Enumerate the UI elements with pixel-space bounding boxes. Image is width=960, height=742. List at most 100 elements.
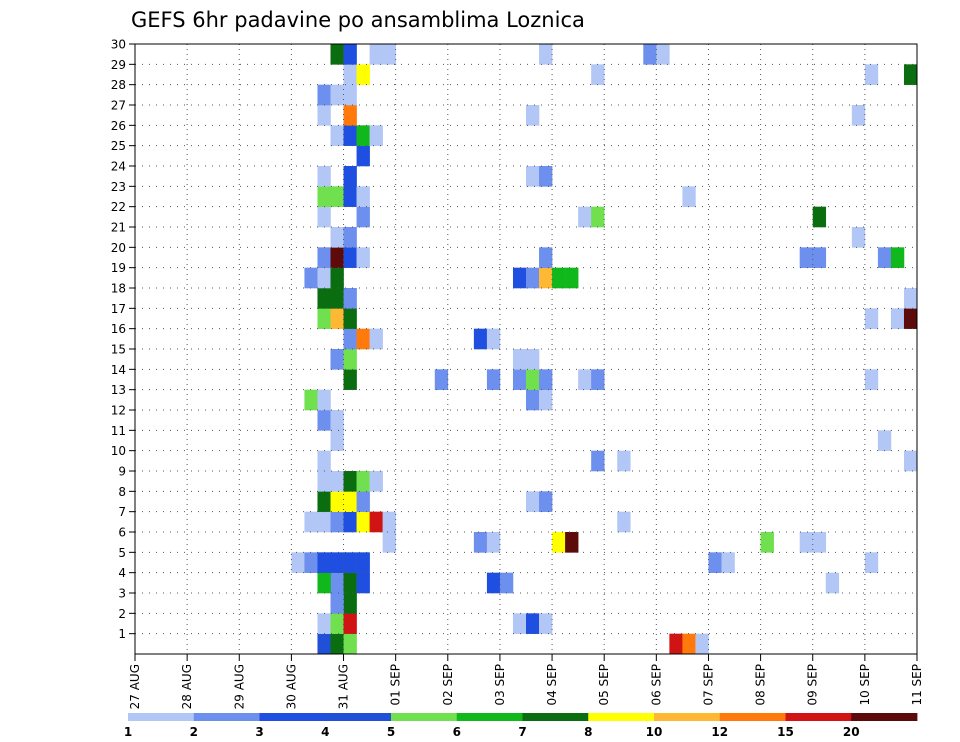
x-tick-label: 27 AUG — [128, 664, 142, 709]
precip-cell — [304, 267, 318, 289]
precip-cell — [382, 511, 396, 533]
y-tick-label: 6 — [118, 526, 126, 540]
y-tick-label: 1 — [118, 627, 126, 641]
precip-cell — [512, 267, 527, 289]
precip-cell — [526, 491, 540, 512]
precip-cell — [330, 186, 344, 207]
precip-cell — [539, 613, 553, 634]
colorbar-label: 15 — [777, 725, 794, 739]
x-tick-label: 28 AUG — [180, 664, 194, 709]
precip-cell — [343, 593, 357, 614]
precip-cell — [903, 64, 918, 85]
precip-cell — [591, 369, 605, 390]
precip-cell — [317, 186, 331, 207]
precip-cell — [343, 471, 357, 492]
precip-cell — [317, 105, 331, 126]
precip-cell — [539, 389, 553, 411]
precip-cell — [369, 511, 383, 533]
precip-cell — [317, 572, 331, 594]
x-tick-label: 06 SEP — [649, 664, 663, 706]
x-tick-label: 10 SEP — [858, 664, 872, 706]
precip-cell — [526, 267, 540, 289]
y-tick-label: 22 — [111, 200, 126, 214]
precip-cell — [864, 308, 879, 329]
precip-cell — [343, 247, 357, 268]
precip-cell — [330, 613, 344, 634]
precip-cell — [526, 349, 540, 370]
precip-cell — [617, 450, 631, 472]
colorbar: 1 2 3 4 5 6 7 8 10 12 15 20 — [124, 713, 918, 739]
precip-cell — [343, 613, 357, 634]
precip-cell — [617, 511, 631, 533]
y-axis: 1234567891011121314151617181920212223242… — [111, 38, 135, 641]
x-axis: 27 AUG 28 AUG 29 AUG 30 AUG 31 AUG 01 SEP 02 S… — [128, 654, 924, 709]
precip-cell — [330, 491, 344, 512]
precip-cell — [317, 166, 331, 187]
precip-cell — [486, 572, 501, 594]
precip-cell — [356, 511, 370, 533]
precip-cells — [291, 44, 918, 655]
colorbar-segment — [259, 713, 326, 721]
colorbar-label: 12 — [711, 725, 728, 739]
precip-cell — [473, 328, 488, 350]
colorbar-label: 1 — [124, 725, 132, 739]
precip-cell — [799, 532, 814, 553]
precip-cell — [539, 44, 553, 65]
precip-cell — [343, 633, 357, 655]
y-tick-label: 29 — [111, 58, 126, 72]
precip-cell — [825, 572, 840, 594]
precip-cell — [565, 532, 579, 553]
precip-cell — [591, 450, 605, 472]
y-tick-label: 3 — [118, 587, 126, 601]
precip-cell — [799, 247, 814, 268]
precip-cell — [317, 84, 331, 106]
precip-cell — [343, 511, 357, 533]
precip-cell — [695, 633, 709, 655]
y-tick-label: 15 — [111, 343, 126, 357]
precip-cell — [317, 450, 331, 472]
precip-cell — [526, 105, 540, 126]
precip-cell — [356, 206, 370, 228]
colorbar-segment — [851, 713, 918, 721]
precip-cell — [291, 552, 305, 573]
precip-cell — [330, 125, 344, 146]
precip-cell — [317, 511, 331, 533]
precip-cell — [643, 44, 657, 65]
x-tick-label: 11 SEP — [910, 664, 924, 706]
precip-cell — [760, 532, 774, 553]
precip-cell — [539, 166, 553, 187]
precip-cell — [330, 308, 344, 329]
precip-cell — [343, 491, 357, 512]
precip-cell — [330, 288, 344, 309]
x-tick-label: 09 SEP — [806, 664, 820, 706]
precip-cell — [343, 84, 357, 106]
colorbar-segment — [193, 713, 260, 721]
x-tick-label: 30 AUG — [284, 664, 298, 709]
precip-cell — [526, 166, 540, 187]
precip-cell — [343, 186, 357, 207]
precip-cell — [343, 328, 357, 350]
precip-cell — [512, 613, 527, 634]
precip-cell — [526, 369, 540, 390]
precip-cell — [343, 227, 357, 248]
precip-cell — [330, 267, 344, 289]
y-tick-label: 25 — [111, 139, 126, 153]
precip-cell — [330, 633, 344, 655]
colorbar-label: 3 — [255, 725, 263, 739]
precip-cell — [304, 389, 318, 411]
colorbar-label: 20 — [843, 725, 860, 739]
precip-cell — [669, 633, 683, 655]
precip-cell — [903, 308, 918, 329]
x-tick-label: 03 SEP — [493, 664, 507, 706]
precip-cell — [708, 552, 722, 573]
colorbar-segment — [325, 713, 392, 721]
precip-cell — [343, 288, 357, 309]
precip-cell — [539, 491, 553, 512]
precip-cell — [330, 471, 344, 492]
grid-lines — [135, 44, 917, 654]
precip-cell — [382, 44, 396, 65]
y-tick-label: 28 — [111, 78, 126, 92]
precip-cell — [591, 206, 605, 228]
precip-cell — [317, 613, 331, 634]
precip-cell — [486, 532, 501, 553]
